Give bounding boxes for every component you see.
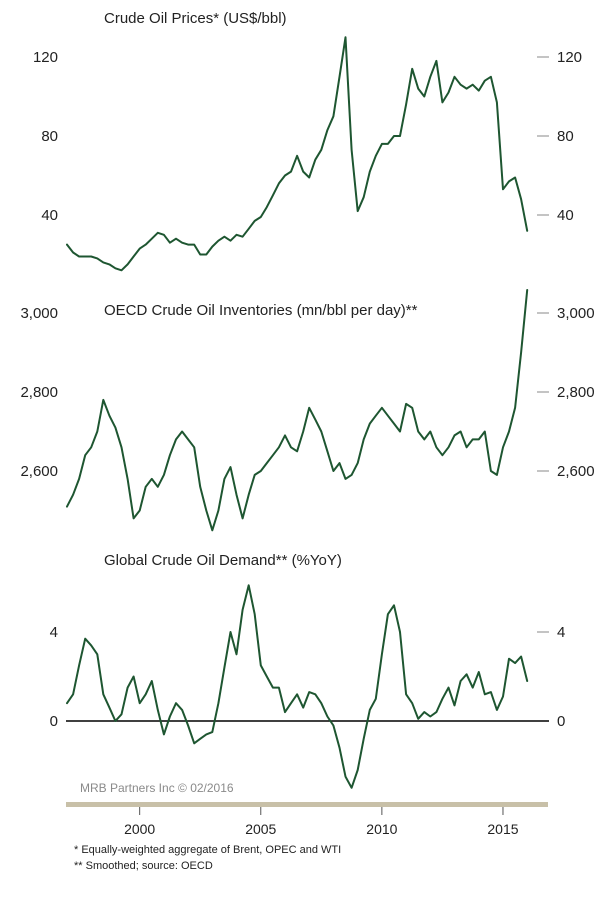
panel-title: Crude Oil Prices* (US$/bbl) xyxy=(104,10,287,27)
y-tick-label-right: 4 xyxy=(557,624,565,641)
x-tick-label: 2010 xyxy=(366,821,397,837)
series-line xyxy=(66,36,529,272)
y-tick-label-left: 0 xyxy=(50,713,58,730)
y-tick-label-left: 3,000 xyxy=(20,305,58,322)
y-tick-label-left: 2,800 xyxy=(20,384,58,401)
series-line xyxy=(66,289,529,532)
panel-oil-prices: Crude Oil Prices* (US$/bbl) 40 40 80 80 120 1… xyxy=(33,10,582,272)
x-axis-band xyxy=(66,802,548,807)
x-tick-label: 2005 xyxy=(245,821,276,837)
panel-title: Global Crude Oil Demand** (%YoY) xyxy=(104,552,342,569)
y-tick-label-left: 40 xyxy=(41,207,58,224)
y-tick-label-right: 3,000 xyxy=(557,305,595,322)
y-tick-label-right: 2,600 xyxy=(557,463,595,480)
credit-text: MRB Partners Inc © 02/2016 xyxy=(80,781,234,795)
y-tick-label-right: 2,800 xyxy=(557,384,595,401)
y-tick-label-right: 120 xyxy=(557,49,582,66)
x-tick-label: 2015 xyxy=(487,821,518,837)
y-axis: 0 0 4 4 xyxy=(50,624,566,730)
panel-inventories: OECD Crude Oil Inventories (mn/bbl per d… xyxy=(20,289,595,532)
y-axis: 2,600 2,600 2,800 2,800 3,000 3,000 xyxy=(20,305,594,480)
y-tick-label-right: 0 xyxy=(557,713,565,730)
y-tick-label-right: 40 xyxy=(557,207,574,224)
x-axis: 2000 2005 2010 2015 xyxy=(124,807,519,837)
y-tick-label-right: 80 xyxy=(557,128,574,145)
y-tick-label-left: 4 xyxy=(50,624,58,641)
panel-demand: Global Crude Oil Demand** (%YoY) 0 0 4 4 xyxy=(50,552,566,789)
footnote: ** Smoothed; source: OECD xyxy=(74,860,213,872)
y-tick-label-left: 80 xyxy=(41,128,58,145)
y-tick-label-left: 120 xyxy=(33,49,58,66)
footnote: * Equally-weighted aggregate of Brent, O… xyxy=(74,844,341,856)
y-axis: 40 40 80 80 120 120 xyxy=(33,49,582,224)
y-tick-label-left: 2,600 xyxy=(20,463,58,480)
x-tick-label: 2000 xyxy=(124,821,155,837)
panel-title: OECD Crude Oil Inventories (mn/bbl per d… xyxy=(104,302,418,319)
series-line xyxy=(66,584,529,789)
